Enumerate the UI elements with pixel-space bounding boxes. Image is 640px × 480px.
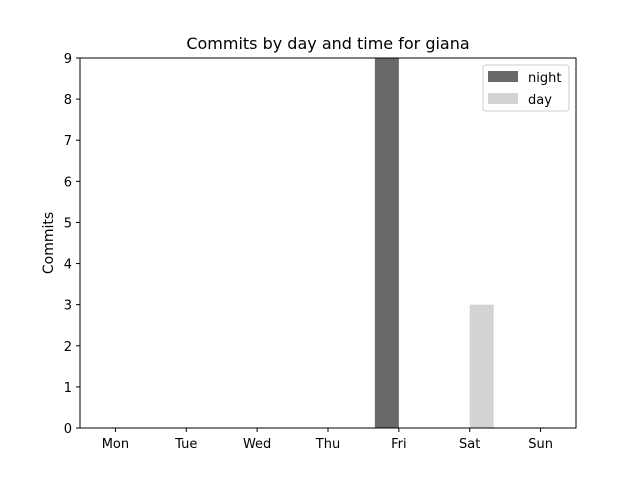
y-tick-label: 1 [64,381,72,396]
legend-label-night: night [528,71,561,86]
y-tick-label: 0 [64,422,72,437]
x-tick-label: Wed [243,437,271,452]
y-axis-label: Commits [41,212,57,274]
legend-swatch-night [488,71,518,82]
ticks-layer: Mon Tue Wed Thu Fri Sat Sun 0 1 2 3 4 5 6 7 8 9 [64,52,553,452]
y-tick-label: 6 [64,175,72,190]
y-tick-label: 8 [64,93,72,108]
y-tick-label: 9 [64,52,72,67]
legend-label-day: day [528,93,552,108]
x-tick-label: Tue [174,437,197,452]
y-tick-label: 4 [64,258,72,273]
y-tick-label: 7 [64,134,72,149]
plot-frame [79,57,577,429]
bar-night-fri [374,58,399,428]
y-tick-label: 2 [64,340,72,355]
x-tick-label: Fri [391,437,407,452]
bars-layer [374,58,494,428]
x-tick-label: Sun [528,437,553,452]
x-tick-label: Sat [459,437,480,452]
y-tick-label: 5 [64,216,72,231]
x-tick-label: Mon [102,437,129,452]
chart-title: Commits by day and time for giana [186,34,469,53]
bar-day-sat [469,304,494,428]
x-tick-label: Thu [315,437,340,452]
legend: night day [482,64,570,112]
legend-swatch-day [488,93,518,104]
y-tick-label: 3 [64,299,72,314]
